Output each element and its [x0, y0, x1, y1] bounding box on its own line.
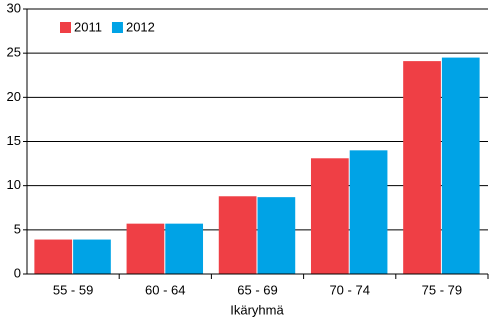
x-tick-label: 70 - 74: [329, 282, 369, 297]
x-axis-label: Ikäryhmä: [230, 302, 284, 317]
bar: [403, 61, 441, 274]
legend-swatch: [60, 22, 71, 33]
x-tick-label: 65 - 69: [237, 282, 277, 297]
bar: [441, 57, 480, 275]
x-tick-label: 60 - 64: [145, 282, 185, 297]
bar: [349, 150, 388, 274]
y-tick-label: 0: [14, 265, 21, 280]
bar: [34, 239, 73, 274]
bar: [73, 239, 111, 274]
x-tick-label: 55 - 59: [53, 282, 93, 297]
bar: [126, 223, 165, 274]
y-tick-label: 10: [7, 177, 21, 192]
bar: [165, 223, 204, 274]
legend-swatch: [111, 22, 123, 33]
legend-label: 2011: [74, 19, 102, 34]
y-tick-label: 30: [7, 0, 21, 15]
bar: [310, 158, 349, 274]
y-tick-label: 25: [7, 45, 21, 60]
legend-label: 2012: [126, 19, 155, 34]
y-tick-label: 20: [7, 89, 21, 104]
y-tick-label: 15: [7, 133, 21, 148]
bar: [218, 196, 257, 274]
y-tick-label: 5: [14, 221, 21, 236]
x-tick-label: 75 - 79: [422, 282, 462, 297]
bar: [257, 197, 296, 274]
